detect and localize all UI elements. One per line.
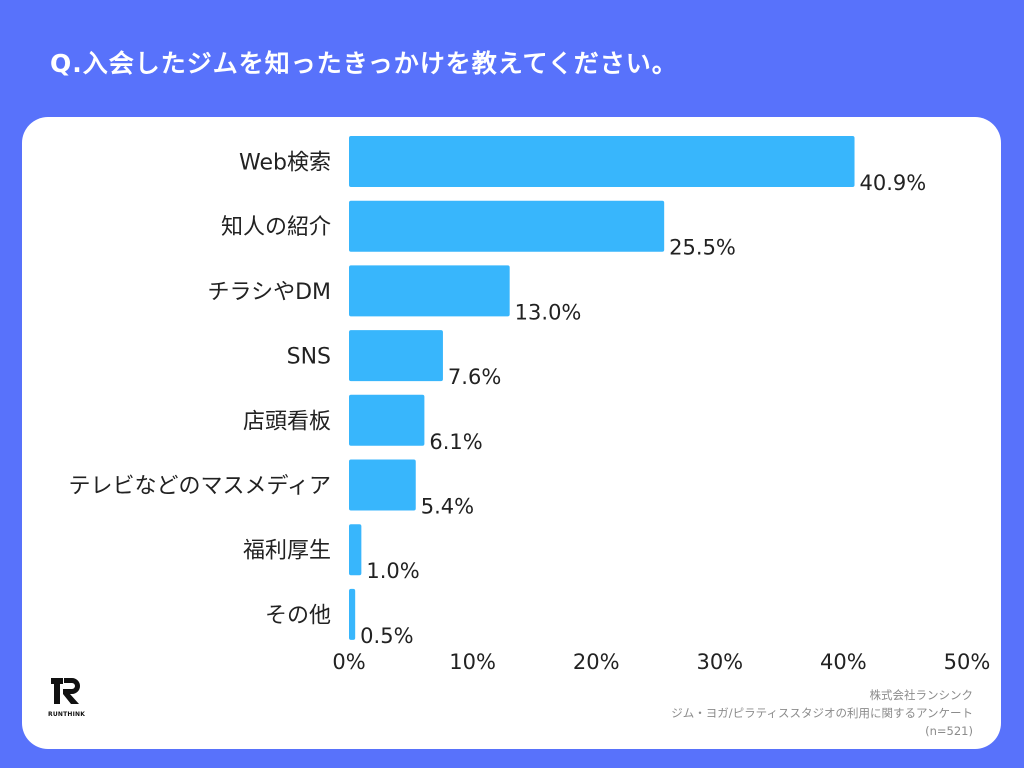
value-label: 5.4%: [421, 495, 474, 519]
category-label: チラシやDM: [208, 280, 331, 305]
category-label: 店頭看板: [243, 409, 331, 434]
source-company: 株式会社ランシンク: [869, 688, 974, 702]
category-label: Web検索: [239, 151, 331, 176]
bar-1: [349, 200, 665, 252]
category-label: テレビなどのマスメディア: [69, 474, 331, 499]
logo-text: RUNTHINK: [48, 711, 86, 718]
x-tick-label: 0%: [332, 650, 365, 674]
x-tick-label: 20%: [573, 650, 620, 674]
x-tick-label: 30%: [696, 650, 743, 674]
x-tick-label: 50%: [944, 650, 991, 674]
value-label: 0.5%: [360, 624, 413, 648]
bar-7: [349, 588, 356, 640]
bar-2: [349, 265, 510, 317]
chart-title: Q.入会したジムを知ったきっかけを教えてください。: [50, 49, 678, 78]
bar-0: [349, 136, 855, 187]
bar-4: [349, 394, 425, 446]
value-label: 25.5%: [669, 236, 736, 260]
value-label: 7.6%: [448, 365, 501, 389]
source-sample: (n=521): [925, 724, 973, 738]
value-label: 6.1%: [429, 430, 482, 454]
source-survey: ジム・ヨガ/ピラティススタジオの利用に関するアンケート: [671, 706, 973, 720]
bar-5: [349, 459, 416, 511]
source-note: 株式会社ランシンク ジム・ヨガ/ピラティススタジオの利用に関するアンケート (n…: [671, 686, 973, 740]
x-tick-label: 40%: [820, 650, 867, 674]
category-label: その他: [265, 603, 331, 628]
bar-3: [349, 330, 443, 382]
runthink-logo-icon: [51, 678, 80, 704]
category-label: 知人の紹介: [221, 215, 331, 240]
category-label: 福利厚生: [243, 539, 331, 564]
chart-card: Web検索 40.9% 知人の紹介 25.5% チラシやDM 13.0% SNS 7.6% 店頭…: [22, 117, 1001, 749]
runthink-logo: RUNTHINK: [48, 676, 86, 718]
value-label: 40.9%: [860, 171, 927, 195]
bar-chart: Web検索 40.9% 知人の紹介 25.5% チラシやDM 13.0% SNS 7.6% 店頭…: [69, 136, 991, 674]
value-label: 13.0%: [515, 300, 582, 324]
category-label: SNS: [287, 345, 331, 370]
bar-6: [349, 524, 362, 576]
value-label: 1.0%: [366, 559, 419, 583]
x-tick-label: 10%: [449, 650, 496, 674]
